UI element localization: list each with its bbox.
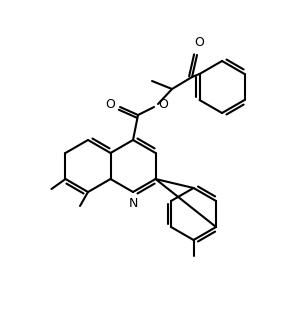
Text: O: O — [194, 36, 204, 49]
Text: O: O — [158, 98, 168, 111]
Text: O: O — [105, 99, 115, 111]
Text: N: N — [128, 197, 138, 210]
